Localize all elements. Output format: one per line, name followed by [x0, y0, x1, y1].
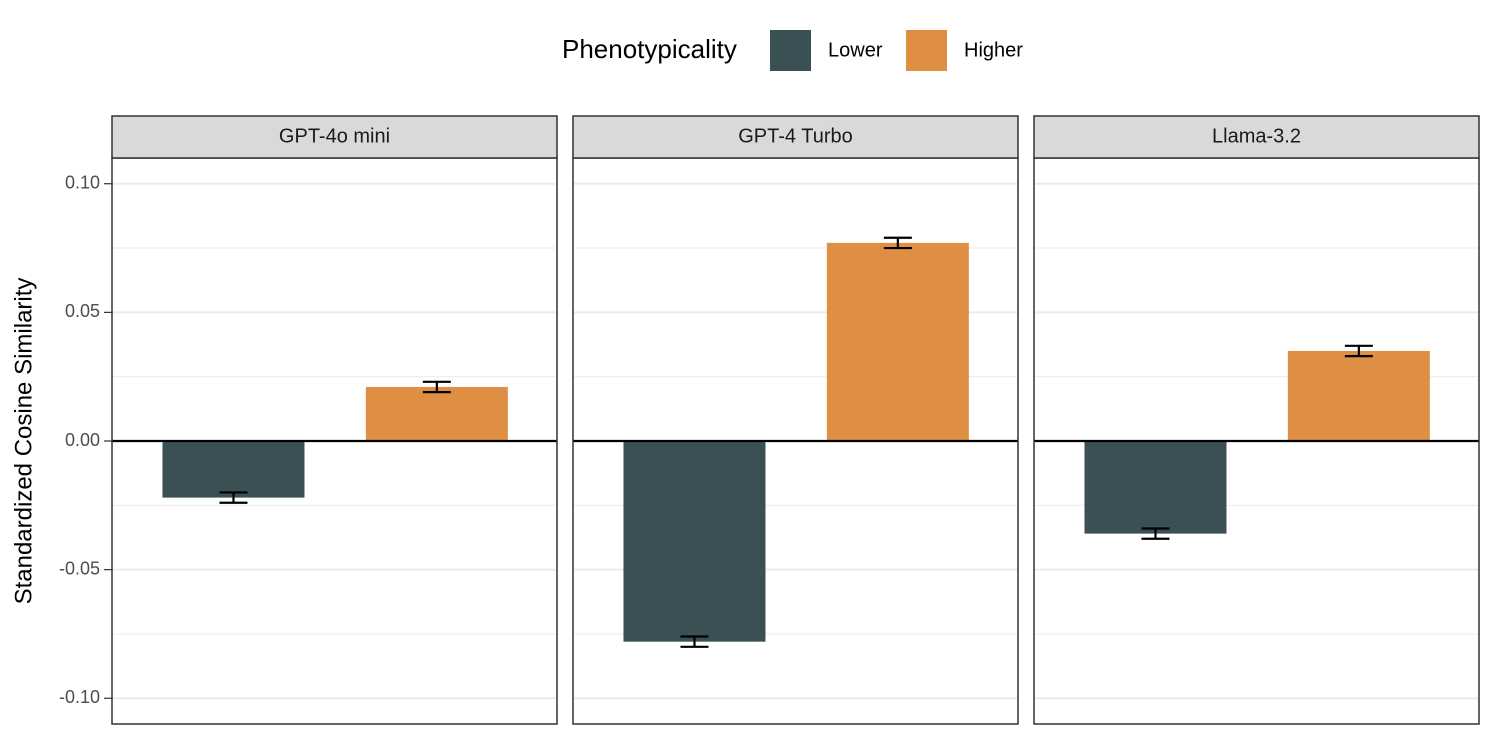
legend-swatch — [906, 30, 947, 71]
y-tick-label: 0.05 — [65, 301, 100, 321]
error-bar — [422, 380, 451, 394]
error-bar — [1344, 344, 1373, 358]
bar — [1084, 441, 1227, 534]
error-bar — [219, 491, 248, 504]
facet-strip — [111, 115, 558, 159]
bar — [826, 242, 969, 441]
facet-label: GPT-4 Turbo — [738, 125, 853, 147]
facet-strip — [572, 115, 1019, 159]
facet-strip — [1033, 115, 1480, 159]
facet-label: Llama-3.2 — [1212, 125, 1301, 147]
legend-label: Higher — [964, 39, 1023, 61]
facet-label: GPT-4o mini — [279, 125, 390, 147]
error-bar — [883, 236, 912, 250]
legend-label: Lower — [828, 39, 883, 61]
bar — [623, 441, 766, 642]
y-tick-label: -0.05 — [59, 558, 100, 578]
error-bar — [680, 635, 709, 648]
error-bar — [1141, 527, 1170, 540]
y-axis-label: Standardized Cosine Similarity — [10, 278, 37, 605]
legend-title: Phenotypicality — [562, 34, 737, 64]
bar — [1287, 350, 1430, 441]
y-tick-label: 0.10 — [65, 172, 100, 192]
bar — [365, 386, 508, 441]
bar — [162, 441, 305, 498]
legend-swatch — [770, 30, 811, 71]
y-tick-label: -0.10 — [59, 687, 100, 707]
y-tick-label: 0.00 — [65, 430, 100, 450]
